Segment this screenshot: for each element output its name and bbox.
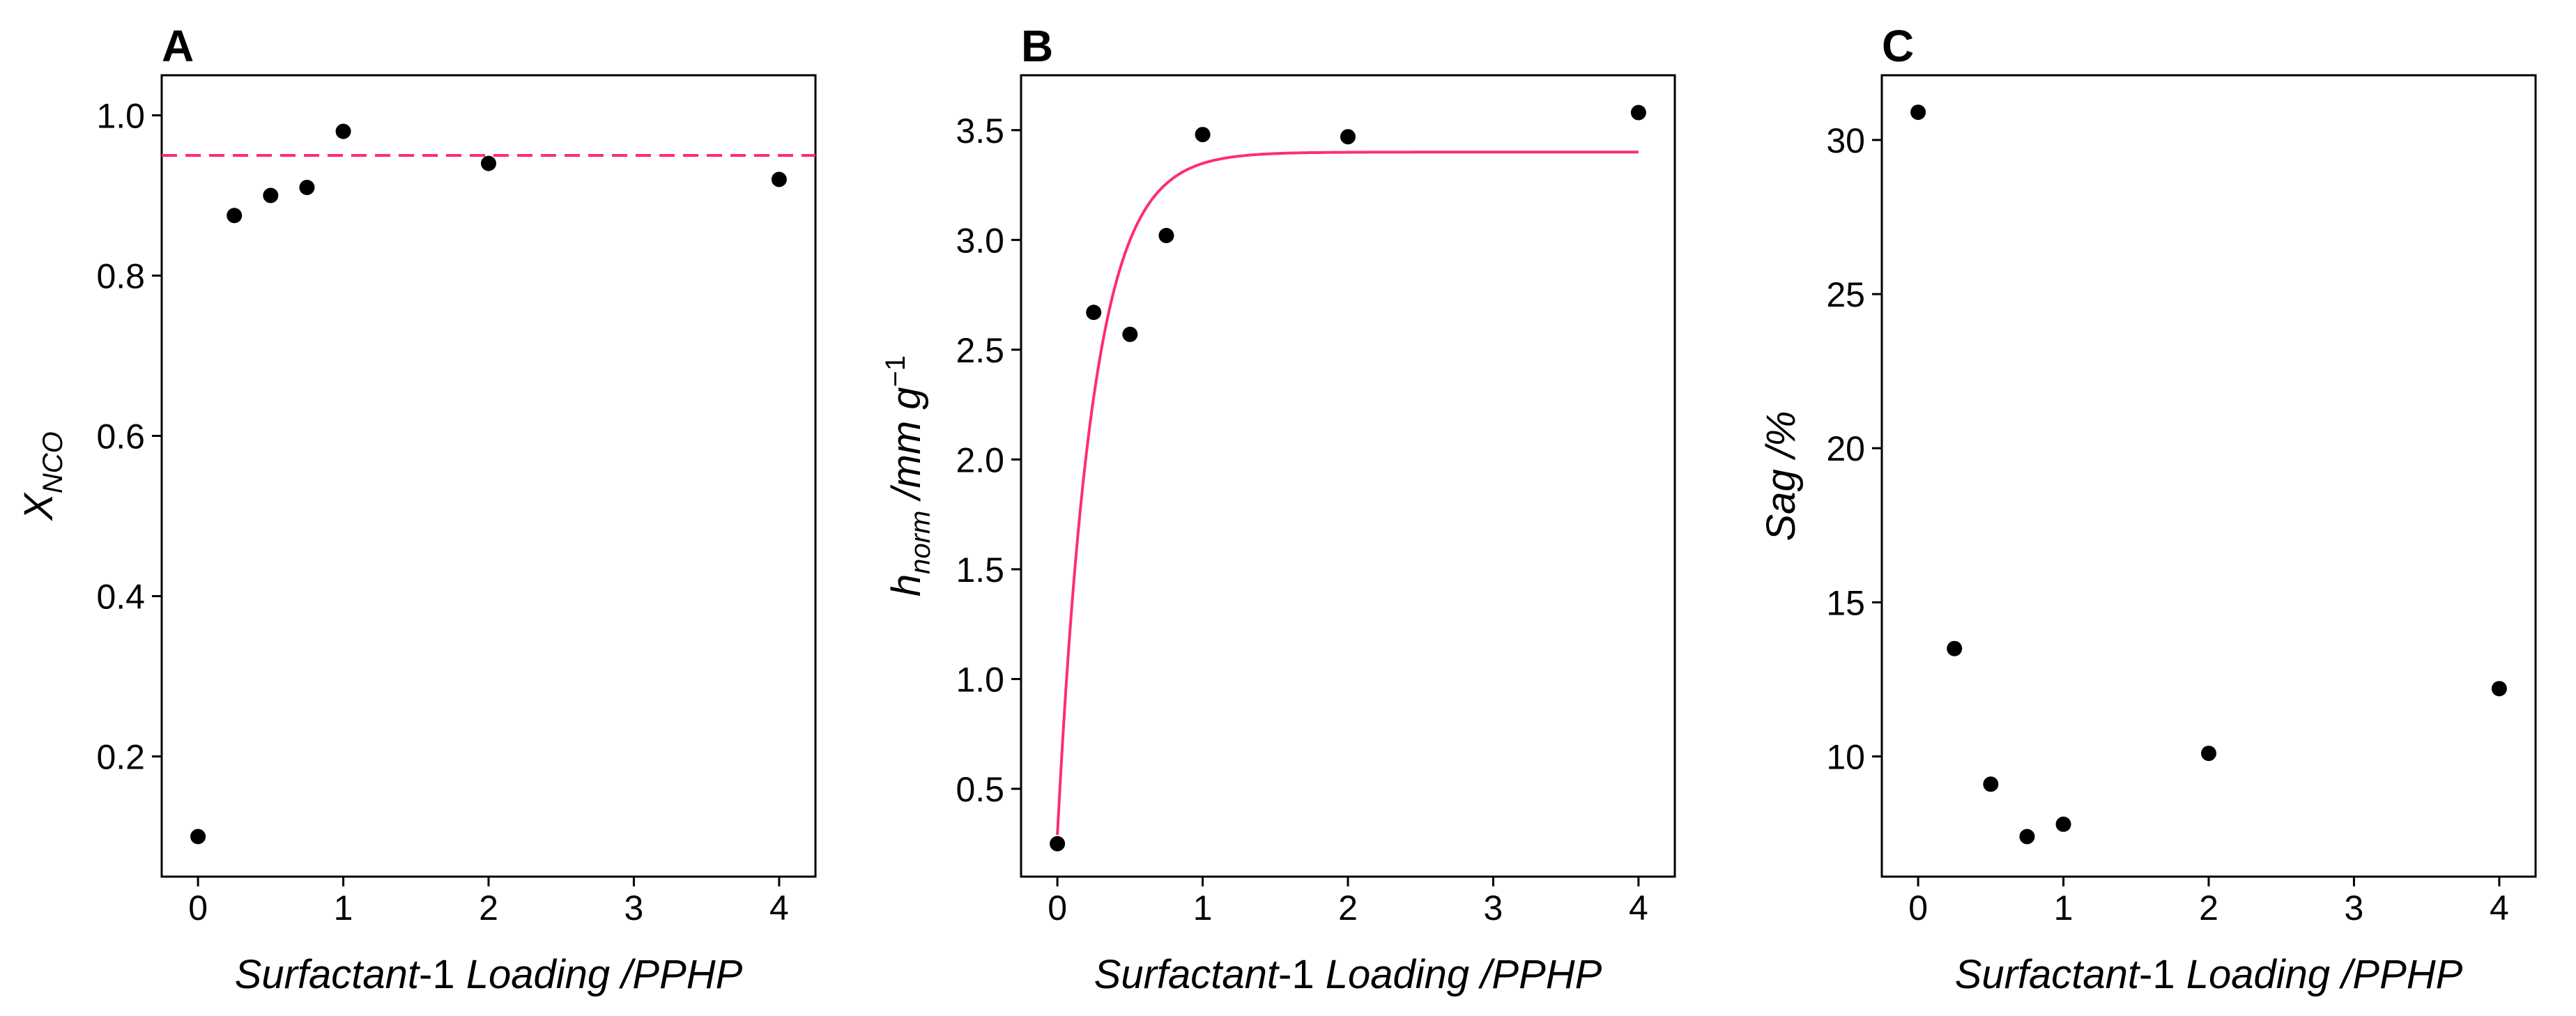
data-point <box>1340 129 1356 145</box>
y-tick-label: 20 <box>1826 429 1865 468</box>
y-tick-label: 15 <box>1826 583 1865 622</box>
data-point <box>1122 326 1138 342</box>
y-tick-label: 3.0 <box>956 221 1004 260</box>
x-tick-label: 4 <box>769 888 789 928</box>
data-point <box>335 123 351 139</box>
data-point <box>2019 829 2035 845</box>
x-tick-label: 0 <box>188 888 208 928</box>
data-point <box>481 155 496 171</box>
y-tick-label: 0.8 <box>96 257 145 296</box>
data-point <box>1158 228 1174 243</box>
x-axis-title: Surfactant-1 Loading /PPHP <box>235 952 743 997</box>
y-tick-label: 1.5 <box>956 551 1004 590</box>
panel-c: C Sag /% Surfactant-1 Loading /PPHP 0 1 2 3… <box>1758 21 2537 997</box>
data-point <box>771 171 787 187</box>
panel-b: B hnorm /mm g−1 Surfactant-1 Loading /PP… <box>880 21 1676 997</box>
data-point <box>299 180 315 195</box>
x-tick-label: 0 <box>1048 888 1067 928</box>
y-tick-label: 0.5 <box>956 770 1004 809</box>
y-tick-label: 10 <box>1826 738 1865 777</box>
x-tick-label: 2 <box>479 888 498 928</box>
y-tick-label: 0.2 <box>96 738 145 777</box>
y-tick-label: 3.5 <box>956 111 1004 151</box>
y-tick-label: 1.0 <box>956 660 1004 699</box>
data-point <box>1050 836 1066 852</box>
y-axis-title: Sag /% <box>1758 411 1804 541</box>
y-tick-label: 30 <box>1826 121 1865 160</box>
x-tick-label: 3 <box>2345 888 2364 928</box>
marks-layer: 0 1 2 3 4 0.2 0.4 0.6 0.8 1.0 <box>96 97 815 928</box>
y-axis-title: XNCO <box>16 431 68 522</box>
y-tick-label: 1.0 <box>96 97 145 136</box>
y-tick-label: 2.0 <box>956 440 1004 479</box>
x-tick-label: 4 <box>2490 888 2509 928</box>
marks-layer: 0 1 2 3 4 0.5 1.0 1.5 2.0 2.5 3.0 3.5 <box>956 105 1648 928</box>
x-tick-label: 4 <box>1629 888 1648 928</box>
x-tick-label: 1 <box>334 888 353 928</box>
plot-frame <box>1020 74 1676 878</box>
data-point <box>1086 305 1102 321</box>
x-axis-title: Surfactant-1 Loading /PPHP <box>1955 952 2463 997</box>
data-point <box>1195 127 1211 143</box>
data-point <box>227 208 243 224</box>
fit-curve <box>1056 151 1639 836</box>
data-point <box>2491 681 2507 697</box>
y-tick-label: 2.5 <box>956 331 1004 370</box>
data-point <box>1947 640 1963 656</box>
y-tick-label: 0.6 <box>96 417 145 456</box>
x-tick-label: 2 <box>2199 888 2218 928</box>
data-point <box>1983 776 1999 792</box>
panel-a: A XNCO Surfactant-1 Loading /PPHP 0 1 2 3 40… <box>16 21 817 997</box>
panel-label: A <box>162 21 194 71</box>
data-point <box>1630 105 1646 121</box>
data-point <box>263 187 279 203</box>
x-tick-label: 2 <box>1338 888 1358 928</box>
x-tick-label: 1 <box>1193 888 1213 928</box>
data-point <box>1910 105 1926 121</box>
data-point <box>2201 746 2216 762</box>
x-axis-title: Surfactant-1 Loading /PPHP <box>1094 952 1602 997</box>
x-tick-label: 3 <box>1484 888 1503 928</box>
panel-label: B <box>1021 21 1053 71</box>
x-tick-label: 3 <box>624 888 644 928</box>
x-tick-label: 0 <box>1908 888 1928 928</box>
marks-layer: 0 1 2 3 4 10 15 20 25 30 <box>1826 105 2509 928</box>
data-point <box>190 829 206 845</box>
panel-label: C <box>1882 21 1914 71</box>
y-axis-title: hnorm /mm g−1 <box>880 355 936 596</box>
y-tick-label: 0.4 <box>96 578 145 617</box>
data-point <box>2055 816 2071 832</box>
x-tick-label: 1 <box>2054 888 2073 928</box>
y-tick-label: 25 <box>1826 275 1865 314</box>
plot-frame <box>160 74 817 878</box>
